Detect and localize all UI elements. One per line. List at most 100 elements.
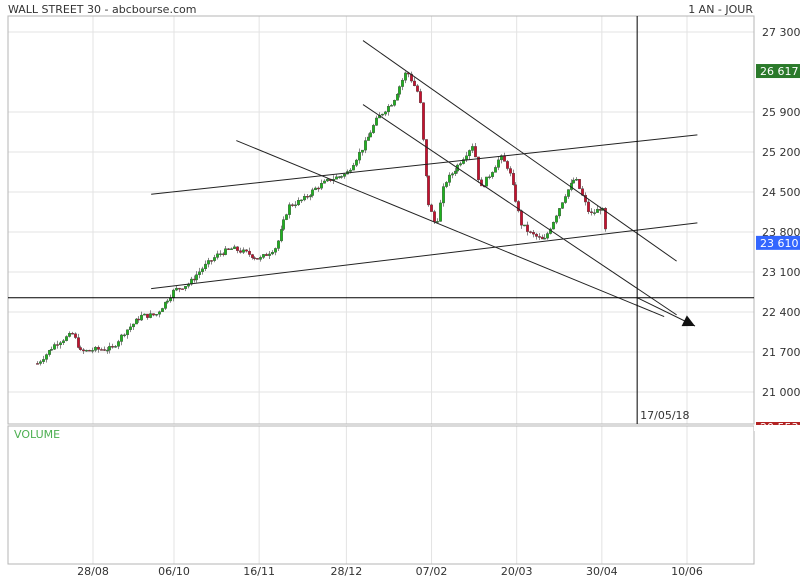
projection-arrow-head (681, 315, 695, 327)
candle-body (604, 208, 607, 230)
y-tick-label: 23 100 (762, 266, 800, 279)
candle-body (567, 189, 570, 197)
candle-body (355, 159, 358, 166)
candle-body (314, 187, 317, 191)
candle-body (352, 165, 355, 171)
candle-body (230, 248, 233, 250)
cursor-price-badge-bg (756, 235, 800, 250)
candle-body (77, 337, 80, 348)
candle-body (393, 100, 396, 106)
price-panel-frame (7, 15, 755, 425)
period-label[interactable]: 1 AN - JOUR (688, 3, 753, 16)
trendline (151, 222, 698, 290)
candle-body (390, 105, 393, 107)
x-tick-label: 10/06 (671, 565, 703, 578)
candle-body (123, 334, 126, 337)
candle-body (227, 248, 230, 250)
y-tick-label: 23 800 (762, 226, 800, 239)
candle-body (462, 159, 465, 164)
candle-body (140, 314, 143, 321)
candle-body (439, 202, 442, 222)
candle-body (88, 349, 91, 352)
candle-body (422, 102, 425, 140)
candle-body (129, 326, 132, 330)
candle-body (387, 106, 390, 113)
candle-body (459, 163, 462, 166)
trendline (151, 134, 698, 195)
badge-clip (754, 425, 800, 431)
candle-body (427, 175, 430, 206)
candle-body (155, 314, 158, 316)
candle-body (436, 221, 439, 223)
candle-body (204, 263, 207, 270)
candle-body (166, 300, 169, 303)
candle-body (335, 176, 338, 180)
candle-body (224, 248, 227, 255)
candle-body (529, 231, 532, 233)
trendline (362, 40, 677, 262)
candle-body (509, 168, 512, 174)
date-axis: 28/08 06/10 16/11 28/12 07/02 20/03 30/04 10/06 (77, 565, 703, 578)
candle-body (375, 117, 378, 126)
candle-body (416, 85, 419, 92)
candle-body (259, 257, 262, 260)
candle-body (587, 201, 590, 212)
candle-body (497, 159, 500, 168)
candle-body (97, 347, 100, 350)
candle-body (108, 346, 111, 351)
candle-body (543, 237, 546, 240)
candle-body (114, 346, 117, 348)
candle-body (520, 210, 523, 226)
candle-body (367, 136, 370, 141)
candle-body (517, 201, 520, 212)
candle-body (584, 194, 587, 203)
candle-body (164, 301, 167, 309)
candle-body (474, 146, 477, 158)
candle-body (372, 125, 375, 133)
candle-body (282, 219, 285, 230)
candle-body (491, 172, 494, 177)
candle-body (103, 349, 106, 351)
y-tick-label: 21 700 (762, 346, 800, 359)
candle-body (262, 254, 265, 258)
price-axis: 27 300 25 900 25 200 24 500 23 800 23 100 22 4… (754, 26, 800, 434)
candle-body (291, 204, 294, 206)
candle-body (242, 249, 245, 253)
volume-panel-label: VOLUME (14, 428, 60, 441)
candle-body (59, 342, 62, 346)
candle-body (572, 179, 575, 184)
last-price-badge: 26 617 (760, 65, 799, 78)
candle-body (442, 186, 445, 204)
candle-body (111, 346, 114, 348)
y-tick-label: 25 200 (762, 146, 800, 159)
candle-body (590, 211, 593, 213)
candle-body (593, 212, 596, 214)
candle-body (288, 204, 291, 215)
candle-body (303, 196, 306, 201)
candle-body (546, 233, 549, 239)
trendline (362, 104, 677, 316)
candle-body (71, 333, 74, 335)
candle-body (471, 146, 474, 151)
candle-body (245, 249, 248, 252)
candle-body (297, 200, 300, 206)
candle-body (575, 179, 578, 181)
y-tick-label: 21 000 (762, 386, 800, 399)
x-tick-label: 30/04 (586, 565, 618, 578)
candle-body (106, 349, 109, 352)
candle-body (158, 311, 161, 315)
y-tick-label: 25 900 (762, 106, 800, 119)
candle-body (404, 72, 407, 81)
candle-body (364, 140, 367, 151)
candle-body (564, 196, 567, 203)
candle-body (213, 257, 216, 261)
candle-body (465, 155, 468, 160)
candle-body (175, 287, 178, 291)
candle-body (253, 257, 256, 259)
candle-body (285, 214, 288, 220)
cursor-price-badge: 23 610 (760, 237, 799, 250)
candle-body (236, 246, 239, 251)
y-tick-label: 24 500 (762, 186, 800, 199)
candle-body (311, 189, 314, 196)
